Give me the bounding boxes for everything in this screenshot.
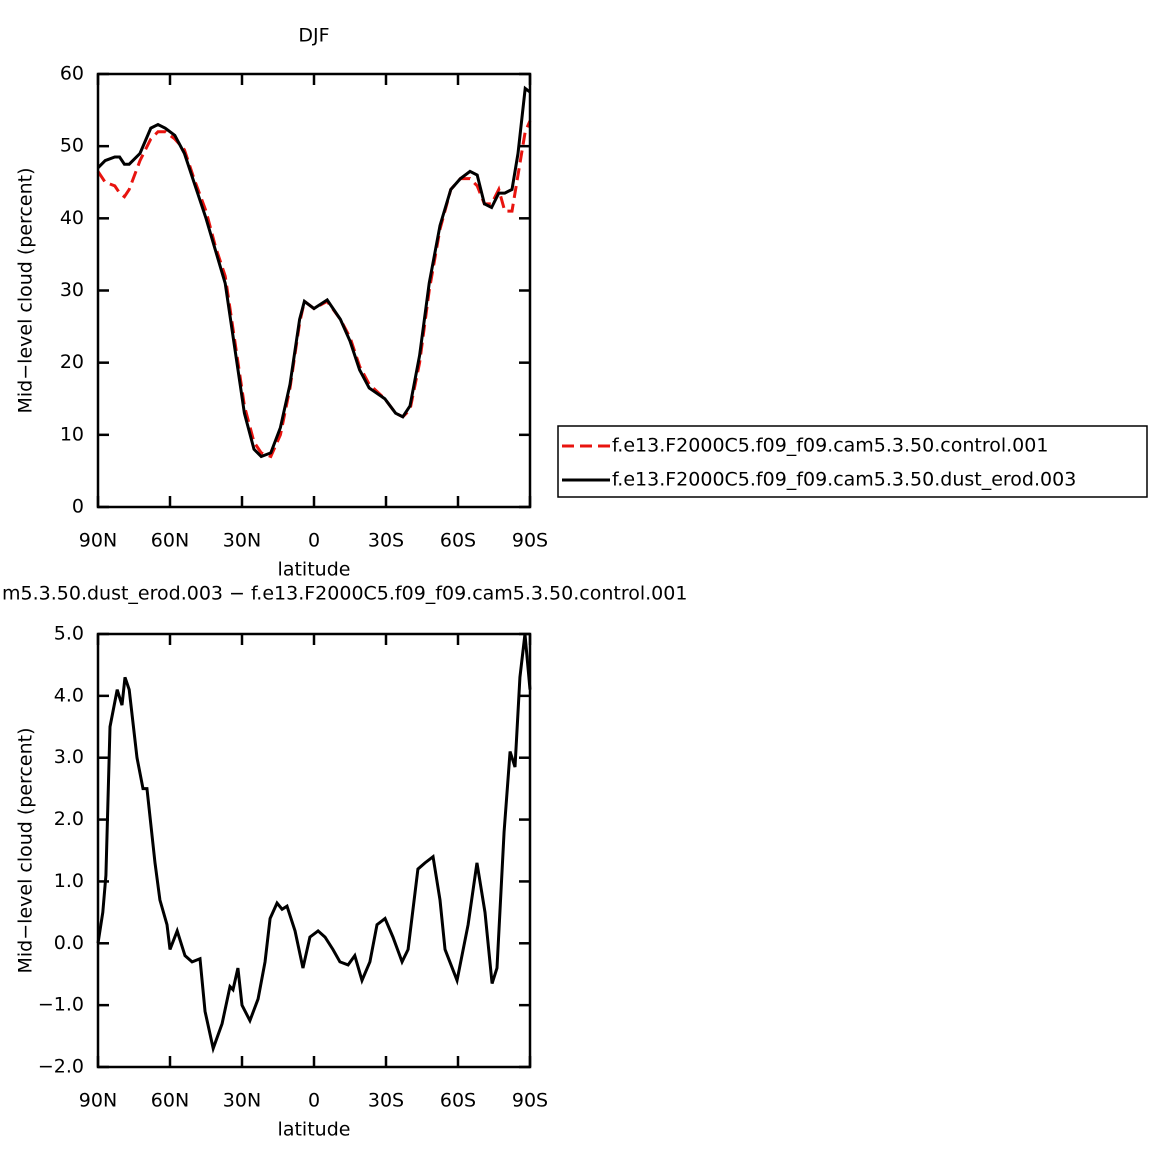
y-tick-label: 40: [60, 207, 84, 229]
x-tick-label: 60N: [151, 1090, 189, 1112]
x-tick-label: 0: [308, 530, 320, 552]
legend-label: f.e13.F2000C5.f09_f09.cam5.3.50.dust_ero…: [612, 469, 1076, 491]
x-tick-label: 60S: [440, 530, 476, 552]
x-tick-label: 30S: [368, 530, 404, 552]
plot-frame: [96, 632, 532, 1069]
y-tick-label: 60: [60, 63, 84, 85]
y-tick-label: 2.0: [54, 808, 84, 830]
y-tick-label: 1.0: [54, 870, 84, 892]
x-axis-label: latitude: [278, 559, 351, 581]
y-tick-label: 30: [60, 279, 84, 301]
x-tick-label: 30N: [223, 530, 261, 552]
y-tick-label: 50: [60, 135, 84, 157]
y-axis-label: Mid−level cloud (percent): [15, 728, 37, 974]
x-tick-label: 90N: [79, 1090, 117, 1112]
x-tick-label: 30N: [223, 1090, 261, 1112]
legend-label: f.e13.F2000C5.f09_f09.cam5.3.50.control.…: [612, 435, 1048, 457]
x-tick-label: 90N: [79, 530, 117, 552]
x-tick-label: 30S: [368, 1090, 404, 1112]
y-tick-label: 0: [72, 496, 84, 518]
y-tick-label: 5.0: [54, 623, 84, 645]
y-tick-label: 4.0: [54, 684, 84, 706]
chart-title: m5.3.50.dust_erod.003 − f.e13.F2000C5.f0…: [2, 583, 687, 605]
y-axis-label: Mid−level cloud (percent): [15, 168, 37, 414]
plot-frame: [96, 72, 532, 509]
x-tick-label: 60N: [151, 530, 189, 552]
y-tick-label: 0.0: [54, 932, 84, 954]
chart-title: DJF: [298, 25, 329, 47]
x-tick-label: 0: [308, 1090, 320, 1112]
x-tick-label: 90S: [512, 1090, 548, 1112]
x-axis-label: latitude: [278, 1119, 351, 1141]
data-line: [96, 120, 532, 459]
x-tick-label: 90S: [512, 530, 548, 552]
y-tick-label: −2.0: [38, 1056, 84, 1078]
data-line: [96, 85, 531, 459]
x-tick-label: 60S: [440, 1090, 476, 1112]
y-tick-label: 10: [60, 423, 84, 445]
data-line: [96, 633, 532, 1054]
legend-box: [557, 425, 1148, 498]
y-tick-label: 20: [60, 351, 84, 373]
y-tick-label: 3.0: [54, 746, 84, 768]
y-tick-label: −1.0: [38, 994, 84, 1016]
